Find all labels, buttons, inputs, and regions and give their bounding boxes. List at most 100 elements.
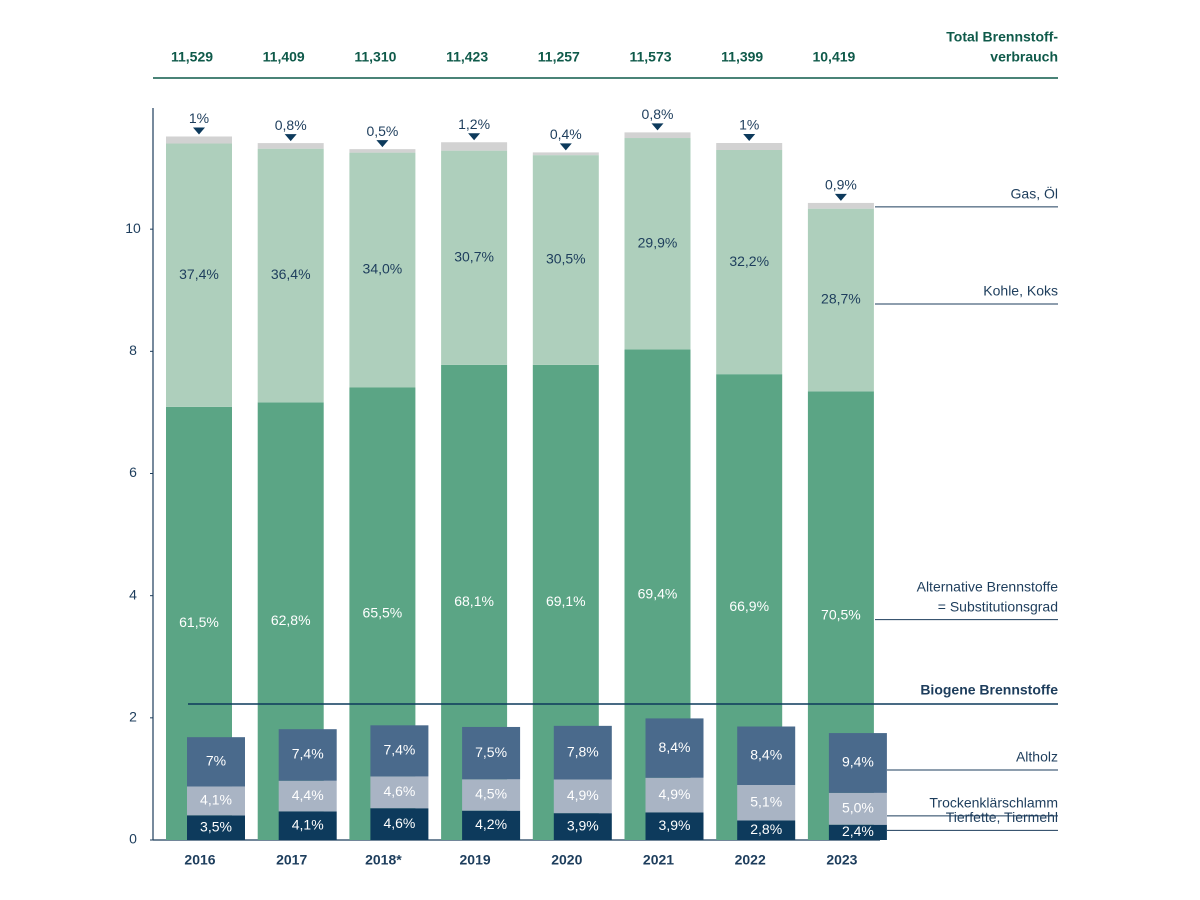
value-label: 30,7%	[454, 248, 494, 264]
bar-segment	[807, 202, 874, 209]
value-label: 34,0%	[363, 261, 403, 277]
bio-value-label: 4,5%	[475, 786, 507, 802]
bio-value-label: 2,4%	[842, 823, 874, 839]
bar-segment	[257, 148, 324, 403]
y-tick-label: 6	[129, 464, 137, 480]
value-label: 70,5%	[821, 606, 861, 622]
bio-segment	[187, 815, 245, 840]
value-label: 0,5%	[366, 123, 398, 139]
bio-value-label: 7%	[206, 753, 226, 769]
total-label: 11,529	[171, 49, 213, 65]
x-tick-label: 2022	[735, 852, 766, 868]
bio-title: Biogene Brennstoffe	[920, 682, 1058, 698]
legend-label: Alternative Brennstoffe	[917, 578, 1059, 594]
legend-label: = Substitutionsgrad	[938, 598, 1058, 614]
x-tick-label: 2021	[643, 852, 674, 868]
bio-segment	[828, 824, 887, 840]
bio-value-label: 8,4%	[750, 746, 782, 762]
bio-segment	[553, 725, 612, 780]
y-tick-label: 4	[129, 586, 137, 602]
bio-value-label: 3,9%	[567, 817, 599, 833]
bio-value-label: 4,4%	[292, 787, 324, 803]
bio-value-label: 7,4%	[383, 742, 415, 758]
bar-segment	[716, 143, 783, 150]
bar-segment	[807, 208, 874, 392]
bio-segment	[737, 726, 796, 785]
bar-segment	[532, 152, 599, 156]
y-tick-label: 0	[129, 831, 137, 847]
value-label: 68,1%	[454, 593, 494, 609]
bio-value-label: 3,9%	[659, 817, 691, 833]
total-label: 11,310	[354, 49, 396, 65]
bio-value-label: 4,1%	[200, 792, 232, 808]
bar-segment	[532, 155, 599, 365]
value-label: 69,1%	[546, 593, 586, 609]
total-label: 10,419	[812, 49, 855, 65]
bio-segment	[645, 812, 704, 840]
value-label: 65,5%	[363, 604, 403, 620]
bio-segment	[737, 784, 796, 821]
bio-segment	[278, 729, 337, 781]
x-tick-label: 2017	[276, 852, 307, 868]
bar-segment	[624, 132, 691, 139]
bar-segment	[257, 143, 324, 149]
value-label: 28,7%	[821, 291, 861, 307]
bar-segment	[166, 136, 232, 144]
total-label: 11,257	[538, 49, 580, 65]
bio-value-label: 4,1%	[292, 816, 324, 832]
x-tick-label: 2019	[460, 852, 491, 868]
value-label: 30,5%	[546, 251, 586, 267]
legend-label: Trockenklärschlamm	[929, 795, 1058, 811]
total-label: 11,423	[446, 49, 488, 65]
bio-segment	[828, 792, 887, 825]
y-tick-label: 2	[129, 709, 137, 725]
value-label: 1%	[739, 117, 759, 133]
bio-value-label: 7,8%	[567, 743, 599, 759]
marker	[376, 140, 389, 148]
value-label: 29,9%	[638, 234, 678, 250]
bio-value-label: 4,9%	[659, 786, 691, 802]
bio-segment	[645, 718, 704, 778]
bio-value-label: 8,4%	[659, 739, 691, 755]
bio-value-label: 4,6%	[383, 815, 415, 831]
value-label: 69,4%	[638, 585, 678, 601]
bio-segment	[370, 725, 429, 777]
value-label: 66,9%	[729, 598, 769, 614]
bio-segment	[462, 810, 521, 840]
value-label: 1%	[189, 110, 209, 126]
bio-value-label: 3,5%	[200, 818, 232, 834]
bio-value-label: 4,6%	[383, 783, 415, 799]
bio-segment	[737, 820, 796, 840]
value-label: 62,8%	[271, 612, 311, 628]
total-label: 11,399	[721, 49, 763, 65]
marker	[651, 123, 664, 131]
total-label: 11,573	[629, 49, 671, 65]
x-tick-label: 2020	[551, 852, 582, 868]
legend-label: Tierfette, Tiermehl	[946, 809, 1058, 825]
bio-segment	[553, 813, 612, 840]
x-tick-label: 2023	[826, 852, 857, 868]
bar-segment	[716, 149, 783, 375]
bio-segment	[828, 733, 887, 793]
bar-segment	[441, 142, 508, 151]
value-label: 36,4%	[271, 266, 311, 282]
total-label: 11,409	[263, 49, 305, 65]
bio-segment	[370, 776, 429, 809]
value-label: 0,4%	[550, 126, 582, 142]
bar-segment	[349, 152, 416, 388]
legend-label: Kohle, Koks	[983, 283, 1058, 299]
x-tick-label: 2016	[184, 852, 215, 868]
totals-header: verbrauch	[990, 49, 1058, 65]
value-label: 61,5%	[179, 614, 219, 630]
bio-segment	[278, 811, 337, 840]
bio-segment	[645, 777, 704, 813]
bar-segment	[441, 150, 508, 365]
legend-label: Gas, Öl	[1011, 185, 1058, 202]
bio-value-label: 4,2%	[475, 816, 507, 832]
bio-value-label: 7,5%	[475, 744, 507, 760]
marker	[284, 134, 297, 142]
marker	[743, 134, 756, 142]
value-label: 0,8%	[642, 106, 674, 122]
bar-segment	[349, 149, 416, 153]
